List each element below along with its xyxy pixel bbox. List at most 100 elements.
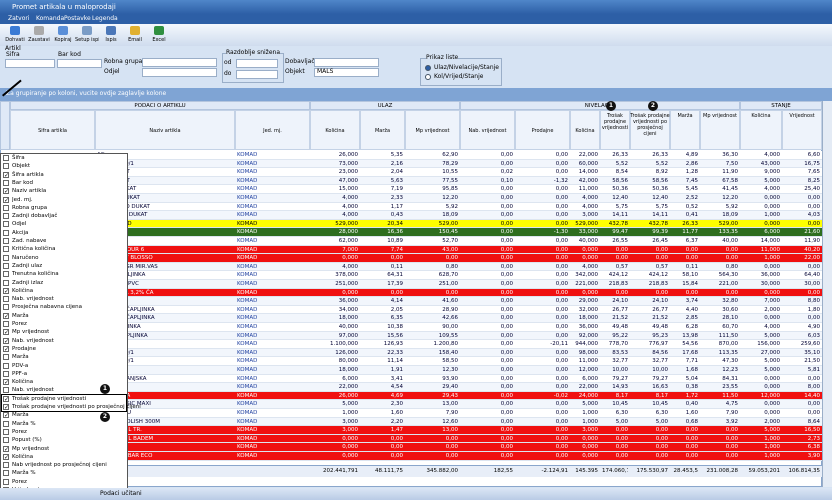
column-option[interactable]: Mp vrijednost <box>12 445 50 452</box>
checkbox[interactable]: ✓ <box>3 329 9 336</box>
column-header[interactable] <box>570 110 600 150</box>
checkbox[interactable] <box>3 246 9 253</box>
radio[interactable] <box>425 65 431 71</box>
checkbox[interactable] <box>3 362 9 369</box>
checkbox[interactable]: ✓ <box>3 445 9 452</box>
column-option[interactable]: Količina <box>12 453 34 460</box>
table-row[interactable] <box>1 194 822 203</box>
column-header[interactable] <box>782 110 822 150</box>
menu-item[interactable]: Komanda <box>36 15 65 22</box>
table-row[interactable] <box>1 168 822 177</box>
column-option[interactable]: Zadnji dobavljač <box>12 213 58 220</box>
column-option[interactable]: Naziv artikla <box>12 188 47 195</box>
scrollbar[interactable] <box>822 101 832 487</box>
table-row[interactable] <box>1 288 822 298</box>
checkbox[interactable] <box>3 354 9 361</box>
column-header[interactable] <box>235 110 310 150</box>
table-row[interactable] <box>1 151 822 160</box>
table-row[interactable] <box>1 262 822 272</box>
menu-item[interactable]: Zatvori <box>8 15 30 22</box>
checkbox[interactable] <box>3 238 9 244</box>
column-option[interactable]: Nab. vrijednost <box>12 296 54 303</box>
checkbox[interactable] <box>3 428 9 435</box>
table-row[interactable] <box>1 280 822 289</box>
column-option[interactable]: Zadnji izlaz <box>12 279 44 286</box>
checkbox[interactable]: ✓ <box>3 188 9 195</box>
checkbox[interactable] <box>3 163 9 170</box>
input[interactable] <box>314 58 379 67</box>
table-row[interactable] <box>1 400 822 409</box>
checkbox[interactable] <box>3 462 9 469</box>
column-option[interactable]: Marža % <box>12 470 36 477</box>
checkbox[interactable] <box>3 478 9 485</box>
table-row[interactable] <box>1 254 822 263</box>
column-option[interactable]: Količina <box>12 379 34 386</box>
column-option[interactable]: Jed. mj. <box>12 196 33 203</box>
column-option[interactable]: Marža <box>12 412 29 419</box>
column-header[interactable] <box>460 110 515 150</box>
checkbox[interactable] <box>3 370 9 377</box>
checkbox[interactable] <box>3 213 9 220</box>
table-row[interactable] <box>1 245 822 255</box>
column-option[interactable]: Marža <box>12 312 29 319</box>
column-option[interactable]: Bar kod <box>12 179 33 186</box>
column-option[interactable]: Porez <box>12 478 27 485</box>
table-row[interactable] <box>1 314 822 323</box>
radio[interactable] <box>425 74 431 80</box>
table-row[interactable] <box>1 219 822 229</box>
checkbox[interactable] <box>3 470 9 477</box>
table-row[interactable] <box>1 271 822 280</box>
table-row[interactable] <box>1 443 822 452</box>
table-row[interactable] <box>1 305 822 315</box>
checkbox[interactable] <box>3 321 9 327</box>
table-row[interactable] <box>1 297 822 306</box>
table-row[interactable] <box>1 391 822 401</box>
column-option[interactable]: Naručeno <box>12 254 39 261</box>
column-option[interactable]: Nab. vrijednost <box>12 337 54 344</box>
table-row[interactable] <box>1 331 822 341</box>
column-option[interactable]: Šifra artikla <box>12 171 44 178</box>
checkbox[interactable] <box>3 155 9 161</box>
table-row[interactable] <box>1 176 822 186</box>
table-row[interactable] <box>1 159 822 169</box>
checkbox[interactable]: ✓ <box>3 287 9 294</box>
checkbox[interactable]: ✓ <box>3 395 9 402</box>
column-option[interactable]: Porez <box>12 321 27 327</box>
checkbox[interactable] <box>3 304 9 311</box>
checkbox[interactable]: ✓ <box>3 337 9 344</box>
table-row[interactable] <box>1 409 822 418</box>
input[interactable] <box>57 59 102 68</box>
checkbox[interactable] <box>3 229 9 236</box>
column-header[interactable] <box>515 110 570 150</box>
checkbox[interactable] <box>3 204 9 211</box>
table-row[interactable] <box>1 237 822 246</box>
table-row[interactable] <box>1 202 822 212</box>
table-row[interactable] <box>1 374 822 384</box>
column-option[interactable]: Šifra <box>12 155 25 161</box>
column-option[interactable]: Marža <box>12 354 29 361</box>
table-row[interactable] <box>1 366 822 375</box>
checkbox[interactable] <box>3 221 9 228</box>
checkbox[interactable]: ✓ <box>3 453 9 460</box>
table-row[interactable] <box>1 323 822 332</box>
checkbox[interactable] <box>3 279 9 286</box>
column-option[interactable]: Kritična količina <box>12 246 56 253</box>
table-row[interactable] <box>1 452 822 461</box>
column-header[interactable] <box>700 110 740 150</box>
input[interactable] <box>236 70 278 79</box>
checkbox[interactable]: ✓ <box>3 312 9 319</box>
column-option[interactable]: Akcija <box>12 229 29 236</box>
table-row[interactable] <box>1 357 822 366</box>
table-row[interactable] <box>1 340 822 349</box>
column-option[interactable]: Marža % <box>12 420 36 427</box>
checkbox[interactable]: ✓ <box>3 171 9 178</box>
input[interactable] <box>142 58 217 67</box>
checkbox[interactable]: ✓ <box>3 196 9 203</box>
table-row[interactable] <box>1 348 822 358</box>
column-header[interactable] <box>740 110 782 150</box>
column-option[interactable]: PDV-a <box>12 362 29 369</box>
column-option[interactable]: Odjel <box>12 221 27 228</box>
table-row[interactable] <box>1 228 822 237</box>
checkbox[interactable] <box>3 387 9 394</box>
column-option[interactable]: Nab. vrijednost <box>12 387 54 394</box>
